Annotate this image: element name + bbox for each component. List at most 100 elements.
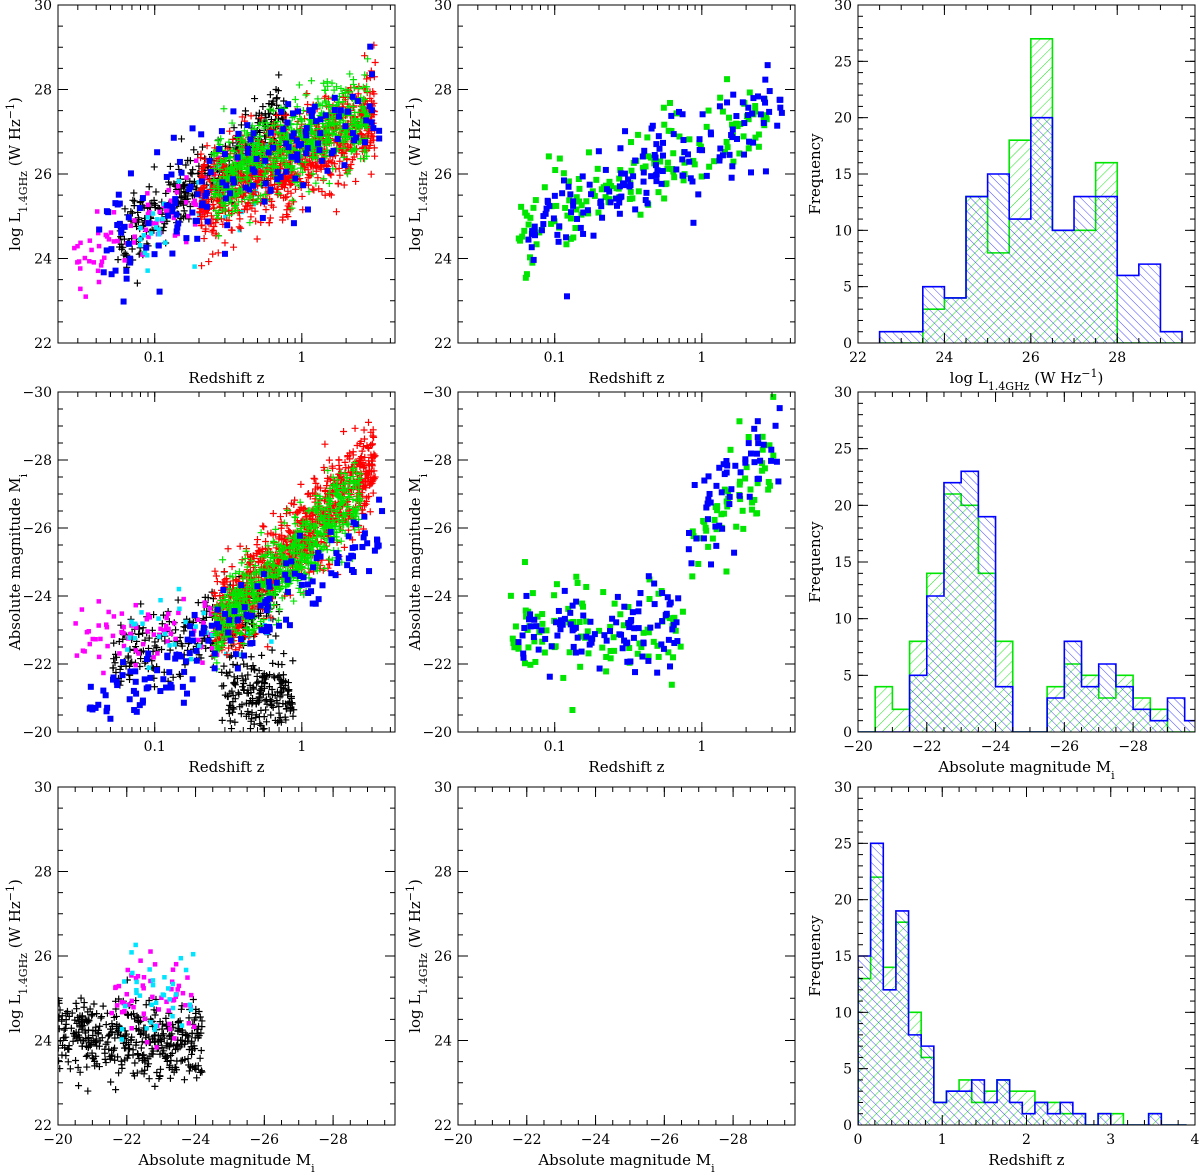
point [246,697,254,705]
point [639,153,646,160]
point [95,230,101,236]
point [265,100,273,108]
point [147,674,154,681]
point [158,210,166,218]
point [703,172,710,179]
point [123,275,130,282]
point [164,208,169,214]
point [121,223,128,230]
point [618,193,625,200]
point [358,122,366,130]
point [128,223,134,229]
point [740,133,747,140]
point [127,635,132,640]
point [304,206,311,213]
point [198,143,206,151]
point [284,149,292,157]
point [96,243,102,249]
point [618,170,625,177]
point [321,564,329,572]
point [565,183,572,190]
point [698,173,705,180]
point [224,545,232,553]
point [258,651,266,659]
point [352,177,360,185]
point [202,192,209,199]
point [308,113,315,120]
point [241,205,249,213]
point [311,103,318,110]
point [668,112,675,119]
point [143,656,150,663]
point [151,251,158,258]
point [137,242,143,248]
point [325,129,333,137]
point [337,107,344,114]
point [164,654,171,661]
point [163,173,170,180]
point [299,168,307,176]
point [209,200,217,208]
point [121,624,126,630]
point [686,158,693,165]
point [244,671,252,679]
point [209,250,217,258]
point [599,214,606,221]
point [166,162,174,170]
point [230,679,238,687]
point [180,213,188,221]
point [257,721,265,729]
point [264,530,272,538]
point [556,223,563,230]
point [247,112,255,120]
point [660,139,667,146]
point [366,568,373,575]
point [104,624,110,630]
point [87,683,94,690]
point [251,168,258,175]
point [644,200,651,207]
point [267,116,275,124]
point [145,215,150,220]
point [188,656,194,662]
point [671,174,678,181]
point [288,699,296,707]
point [238,559,246,567]
point [606,188,613,195]
point [146,234,151,240]
point [335,113,342,120]
point [235,644,243,652]
point [648,173,655,180]
point [613,195,620,202]
point [139,610,144,615]
point [726,114,733,121]
point [263,672,271,680]
point [168,171,175,178]
point [575,175,582,182]
point [195,617,201,623]
point [369,71,376,78]
point [174,596,182,604]
point [285,528,293,536]
point [716,157,723,164]
point [213,578,221,586]
point [205,637,212,644]
point [248,709,256,717]
point [112,653,120,661]
point [262,675,270,683]
point [126,733,132,739]
point [367,170,375,178]
point [198,221,206,229]
point [138,225,143,231]
point [219,179,226,186]
point [653,141,660,148]
point [283,168,290,175]
point [323,122,331,130]
point [361,71,369,79]
point [290,198,298,206]
point [120,235,128,243]
point [303,90,311,98]
y-tick-label: 30 [434,0,452,14]
point [154,149,161,156]
point [653,178,660,185]
